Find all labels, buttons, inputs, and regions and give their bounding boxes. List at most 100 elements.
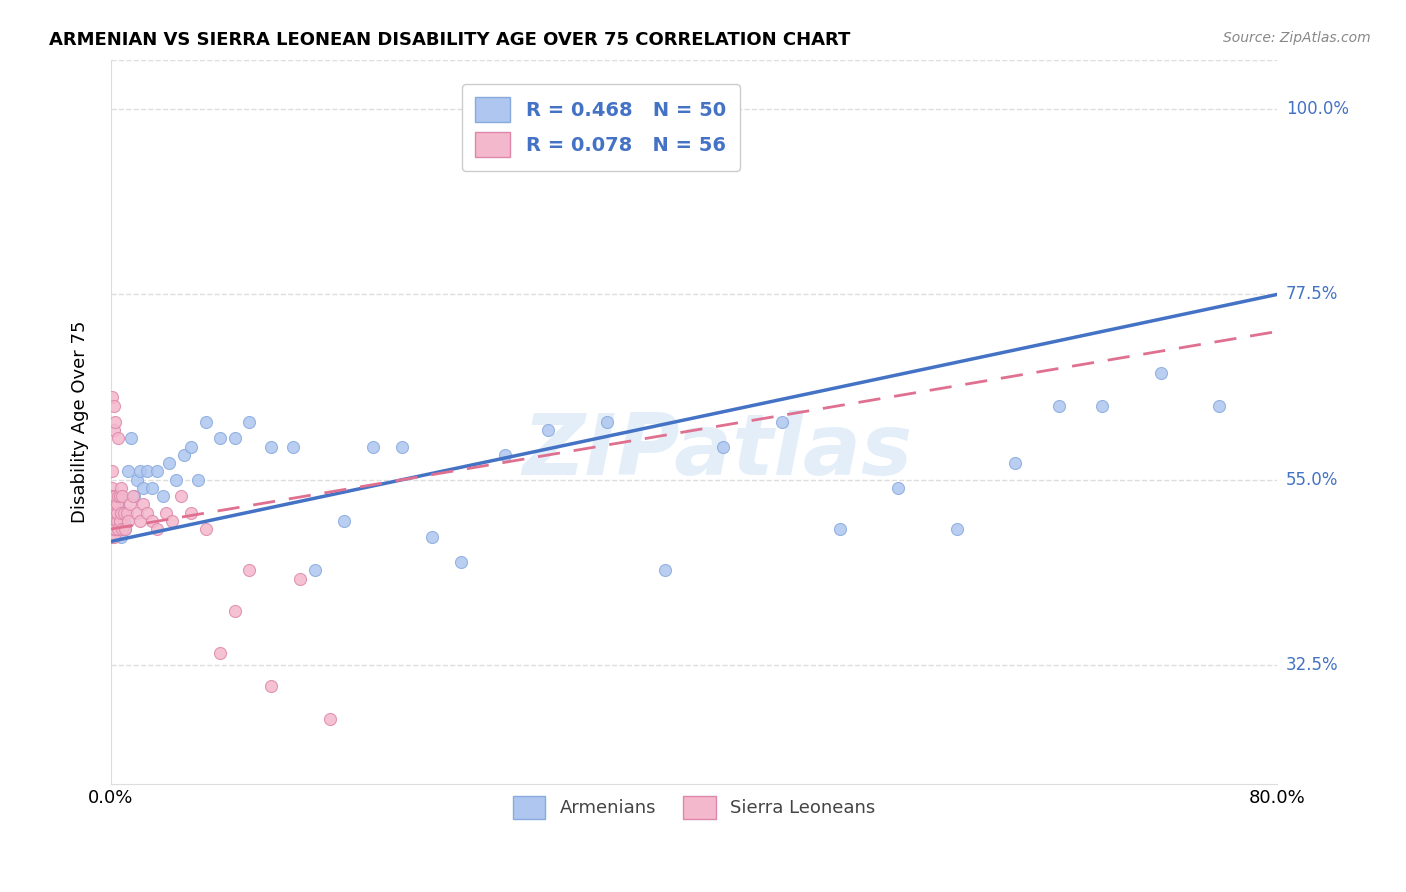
Text: ARMENIAN VS SIERRA LEONEAN DISABILITY AGE OVER 75 CORRELATION CHART: ARMENIAN VS SIERRA LEONEAN DISABILITY AG… bbox=[49, 31, 851, 49]
Point bbox=[160, 514, 183, 528]
Point bbox=[101, 489, 124, 503]
Point bbox=[110, 481, 132, 495]
Point bbox=[107, 497, 129, 511]
Point bbox=[105, 506, 128, 520]
Point bbox=[120, 432, 142, 446]
Point bbox=[122, 489, 145, 503]
Point bbox=[101, 514, 124, 528]
Point bbox=[165, 473, 187, 487]
Point bbox=[107, 522, 129, 536]
Point bbox=[260, 679, 283, 693]
Point bbox=[110, 530, 132, 544]
Point bbox=[111, 506, 134, 520]
Point bbox=[281, 440, 304, 454]
Point bbox=[537, 423, 560, 437]
Point bbox=[114, 522, 136, 536]
Point bbox=[180, 506, 202, 520]
Point bbox=[112, 514, 135, 528]
Point bbox=[238, 415, 260, 429]
Point bbox=[103, 514, 125, 528]
Point bbox=[114, 522, 136, 536]
Point bbox=[152, 489, 174, 503]
Point bbox=[136, 506, 159, 520]
Point bbox=[224, 604, 246, 618]
Point bbox=[132, 481, 155, 495]
Point bbox=[101, 514, 124, 528]
Point bbox=[494, 448, 516, 462]
Point bbox=[157, 456, 180, 470]
Point bbox=[108, 489, 131, 503]
Point bbox=[711, 440, 734, 454]
Point bbox=[110, 506, 132, 520]
Point bbox=[654, 563, 676, 577]
Point bbox=[103, 530, 125, 544]
Point bbox=[136, 465, 159, 479]
Point bbox=[125, 506, 148, 520]
Point bbox=[108, 514, 131, 528]
Point bbox=[129, 465, 152, 479]
Point bbox=[146, 465, 169, 479]
Point bbox=[107, 432, 129, 446]
Text: 100.0%: 100.0% bbox=[1286, 100, 1348, 118]
Point bbox=[1091, 399, 1114, 413]
Point bbox=[121, 489, 143, 503]
Point bbox=[361, 440, 384, 454]
Text: Source: ZipAtlas.com: Source: ZipAtlas.com bbox=[1223, 31, 1371, 45]
Text: 77.5%: 77.5% bbox=[1286, 285, 1339, 303]
Point bbox=[224, 432, 246, 446]
Text: 32.5%: 32.5% bbox=[1286, 656, 1339, 674]
Point bbox=[101, 465, 124, 479]
Point bbox=[391, 440, 413, 454]
Point bbox=[146, 522, 169, 536]
Point bbox=[238, 563, 260, 577]
Point bbox=[194, 415, 217, 429]
Point bbox=[1004, 456, 1026, 470]
Point bbox=[170, 489, 193, 503]
Point bbox=[115, 506, 138, 520]
Point bbox=[304, 563, 326, 577]
Point bbox=[450, 555, 472, 569]
Point bbox=[108, 489, 131, 503]
Legend: Armenians, Sierra Leoneans: Armenians, Sierra Leoneans bbox=[506, 789, 883, 826]
Point bbox=[103, 399, 125, 413]
Point bbox=[180, 440, 202, 454]
Point bbox=[104, 415, 127, 429]
Text: ZIPatlas: ZIPatlas bbox=[523, 409, 912, 492]
Point bbox=[260, 440, 283, 454]
Point bbox=[101, 390, 124, 404]
Point bbox=[104, 522, 127, 536]
Point bbox=[187, 473, 209, 487]
Point bbox=[129, 514, 152, 528]
Point bbox=[117, 465, 139, 479]
Point bbox=[1208, 399, 1230, 413]
Point bbox=[103, 514, 125, 528]
Text: 55.0%: 55.0% bbox=[1286, 471, 1339, 489]
Point bbox=[318, 712, 340, 726]
Point bbox=[105, 522, 128, 536]
Point bbox=[595, 415, 617, 429]
Point bbox=[209, 646, 232, 660]
Point bbox=[111, 489, 134, 503]
Point bbox=[887, 481, 910, 495]
Point bbox=[103, 423, 125, 437]
Point bbox=[104, 506, 127, 520]
Point bbox=[107, 489, 129, 503]
Point bbox=[141, 481, 163, 495]
Point bbox=[194, 522, 217, 536]
Point bbox=[104, 506, 127, 520]
Point bbox=[104, 489, 127, 503]
Point bbox=[770, 415, 793, 429]
Point bbox=[101, 522, 124, 536]
Point bbox=[103, 497, 125, 511]
Point bbox=[945, 522, 967, 536]
Point bbox=[141, 514, 163, 528]
Point bbox=[125, 473, 148, 487]
Point bbox=[290, 572, 312, 586]
Point bbox=[101, 497, 124, 511]
Point bbox=[117, 514, 139, 528]
Y-axis label: Disability Age Over 75: Disability Age Over 75 bbox=[72, 321, 89, 524]
Point bbox=[1150, 366, 1173, 380]
Point bbox=[333, 514, 356, 528]
Point bbox=[103, 489, 125, 503]
Point bbox=[173, 448, 195, 462]
